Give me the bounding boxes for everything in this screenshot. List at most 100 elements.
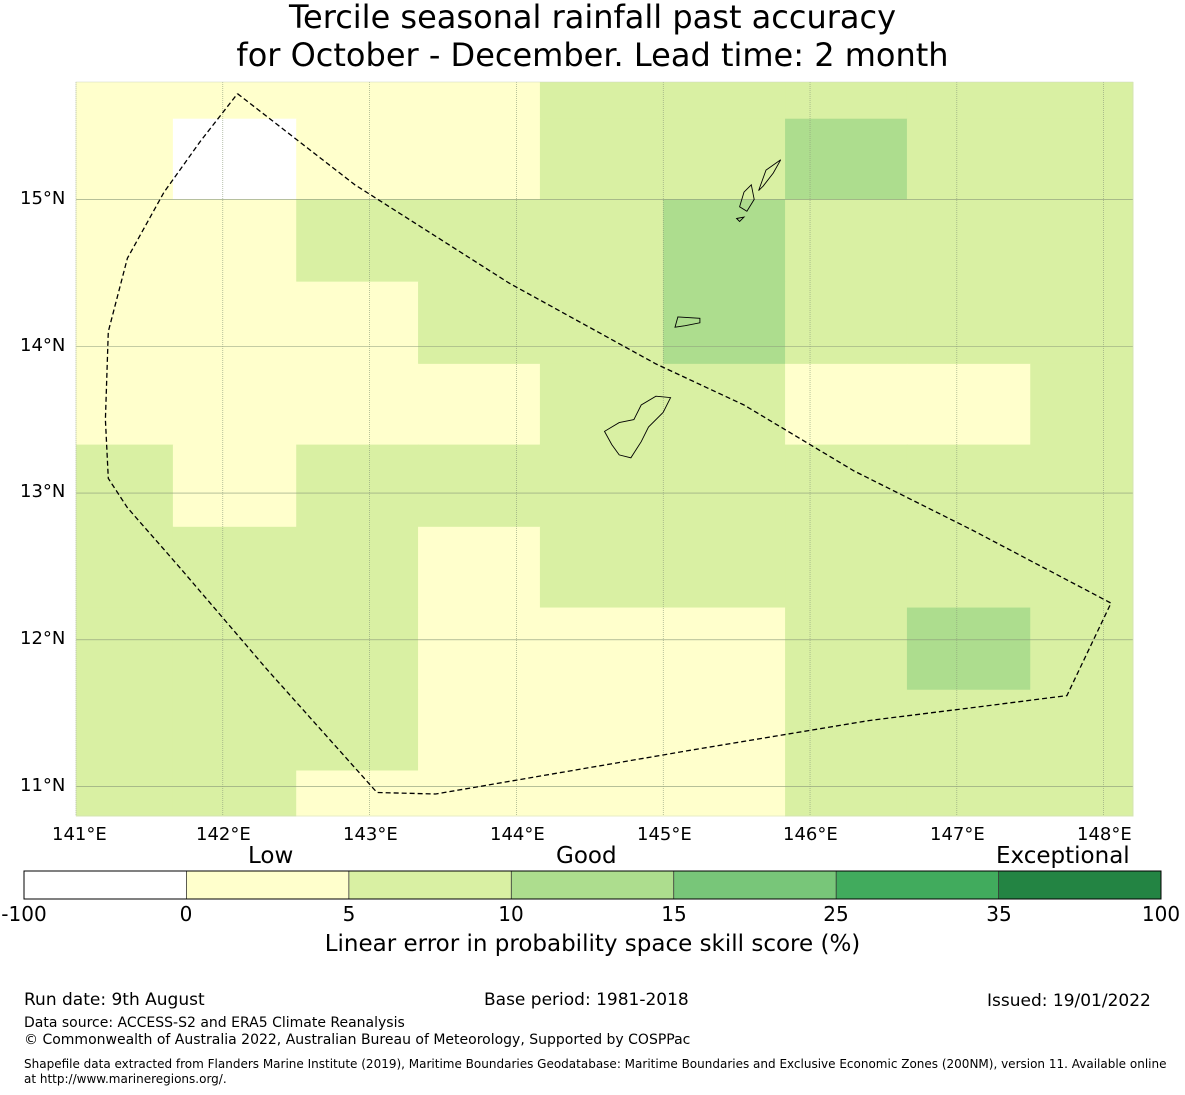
skill-cell <box>1030 607 1134 691</box>
skill-cell <box>785 444 908 528</box>
skill-cell <box>172 363 297 446</box>
lat-tick-13: 13°N <box>20 481 66 502</box>
skill-cell <box>172 770 297 817</box>
map-title-line1: Tercile seasonal rainfall past accuracy <box>288 0 897 36</box>
skill-cell <box>539 199 664 283</box>
colorbar-tick-5: 5 <box>342 902 356 926</box>
skill-cell <box>785 199 908 283</box>
lon-tick-141: 141°E <box>52 824 107 845</box>
skill-cell <box>1030 444 1134 528</box>
run-date: Run date: 9th August <box>24 990 205 1010</box>
skill-cell <box>785 82 908 120</box>
skill-cell <box>76 689 174 771</box>
skill-cell <box>76 118 174 200</box>
skill-cell <box>418 526 541 609</box>
skill-cell <box>418 199 541 283</box>
skill-cell <box>296 82 419 120</box>
island-outline <box>735 216 746 223</box>
skill-cell <box>296 444 419 528</box>
skill-cell <box>418 363 541 446</box>
skill-cell <box>76 526 174 609</box>
skill-cell <box>906 526 1031 609</box>
colorbar-segment <box>836 871 999 899</box>
colorbar-tick-25: 25 <box>823 902 849 926</box>
skill-cell <box>1030 82 1134 120</box>
skill-cell <box>76 363 174 446</box>
skill-cell <box>172 82 297 120</box>
skill-cell <box>418 689 541 771</box>
colorbar-word-exceptional: Exceptional <box>996 843 1130 869</box>
skill-cell <box>76 281 174 365</box>
skill-cell <box>76 770 174 817</box>
lon-tick-148: 148°E <box>1077 824 1132 845</box>
lat-tick-14: 14°N <box>20 335 66 356</box>
skill-cell <box>663 82 786 120</box>
skill-cell <box>1030 281 1134 365</box>
skill-cell <box>296 281 419 365</box>
colorbar-frame <box>23 870 1162 900</box>
skill-cell <box>1030 689 1134 771</box>
skill-cell <box>418 281 541 365</box>
skill-cell <box>296 607 419 691</box>
skill-cell <box>418 82 541 120</box>
skill-cell <box>172 118 297 200</box>
skill-cell <box>539 118 664 200</box>
colorbar-segment <box>673 871 837 899</box>
colorbar-tick-100: 100 <box>1141 902 1181 926</box>
island-outline <box>674 316 701 328</box>
skill-cell <box>539 444 664 528</box>
skill-cell <box>296 770 419 817</box>
map-title-line2: for October - December. Lead time: 2 mon… <box>236 36 949 74</box>
skill-cell <box>663 444 786 528</box>
skill-cell <box>172 281 297 365</box>
skill-cell <box>172 689 297 771</box>
skill-cell <box>663 607 786 691</box>
base-period: Base period: 1981-2018 <box>484 990 689 1010</box>
lon-tick-147: 147°E <box>930 824 985 845</box>
issued-date: Issued: 19/01/2022 <box>987 991 1151 1011</box>
skill-cell <box>172 526 297 609</box>
skill-cell <box>418 118 541 200</box>
colorbar-label: Linear error in probability space skill … <box>324 931 861 957</box>
skill-cell <box>785 607 908 691</box>
colorbar-tick-10: 10 <box>498 902 524 926</box>
skill-cell <box>663 118 786 200</box>
colorbar-segment <box>511 871 674 899</box>
skill-cell <box>906 770 1031 817</box>
island-outline <box>603 395 672 459</box>
copyright: © Commonwealth of Australia 2022, Austra… <box>24 1032 691 1048</box>
skill-cell <box>785 281 908 365</box>
skill-cell <box>296 118 419 200</box>
colorbar-word-low: Low <box>248 843 294 869</box>
island-outline <box>739 183 755 212</box>
colorbar-segment <box>186 871 349 899</box>
skill-cell <box>663 199 786 283</box>
colorbar-tick-0: 0 <box>179 902 193 926</box>
colorbar-segment <box>24 871 187 899</box>
skill-cell <box>663 281 786 365</box>
lat-tick-11: 11°N <box>20 775 66 796</box>
skill-cell <box>906 82 1031 120</box>
skill-cell <box>906 199 1031 283</box>
skill-cell <box>663 363 786 446</box>
lon-tick-143: 143°E <box>343 824 398 845</box>
lon-tick-145: 145°E <box>637 824 692 845</box>
skill-cell <box>172 444 297 528</box>
lon-tick-142: 142°E <box>196 824 251 845</box>
skill-cell <box>906 607 1031 691</box>
skill-cell <box>76 607 174 691</box>
skill-cell <box>663 770 786 817</box>
map-frame <box>75 81 1134 817</box>
lat-tick-12: 12°N <box>20 628 66 649</box>
skill-cell <box>785 526 908 609</box>
skill-cell <box>76 82 174 120</box>
skill-cell <box>76 444 174 528</box>
colorbar-tick-35: 35 <box>986 902 1012 926</box>
skill-cell <box>539 281 664 365</box>
skill-cell <box>785 770 908 817</box>
lon-tick-144: 144°E <box>490 824 545 845</box>
colorbar-segment <box>998 871 1161 899</box>
skill-cell <box>539 82 664 120</box>
skill-cell <box>906 281 1031 365</box>
